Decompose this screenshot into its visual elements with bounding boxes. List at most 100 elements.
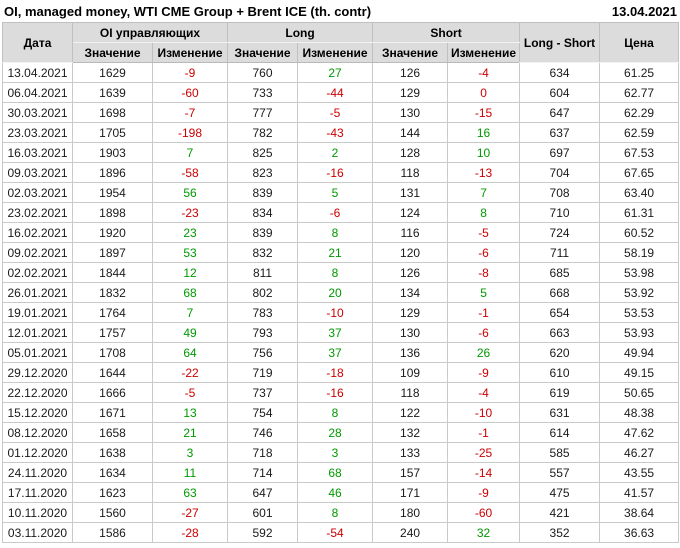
header-group-oi: OI управляющих [71,22,229,43]
cell-long-value: 714 [227,462,299,483]
cell-date: 09.03.2021 [2,162,73,183]
cell-long-value: 802 [227,282,299,303]
cell-long-value: 793 [227,322,299,343]
cell-price: 43.55 [599,462,680,483]
cell-long-value: 760 [227,62,299,83]
cell-short-value: 130 [372,322,449,343]
cell-oi-value: 1896 [72,162,153,183]
cell-long-short: 654 [519,302,601,323]
header-oi-value: Значение [72,42,153,63]
cell-date: 03.11.2020 [2,522,73,543]
cell-long-change: 27 [297,62,374,83]
cell-long-value: 825 [227,142,299,163]
cell-long-value: 782 [227,122,299,143]
table-row: 24.11.2020 1634 11 714 68 157 -14 557 43… [2,462,680,483]
cell-long-short: 724 [519,222,601,243]
cell-short-value: 130 [372,102,449,123]
titlebar: OI, managed money, WTI CME Group + Brent… [0,0,680,22]
cell-oi-change: 23 [151,222,229,243]
cell-short-change: -9 [447,362,521,383]
cell-date: 08.12.2020 [2,422,73,443]
cell-long-value: 601 [227,502,299,523]
cell-oi-change: 49 [151,322,229,343]
table-row: 09.03.2021 1896 -58 823 -16 118 -13 704 … [2,162,680,183]
cell-oi-change: 68 [151,282,229,303]
cell-oi-value: 1920 [72,222,153,243]
cell-short-value: 129 [372,302,449,323]
cell-date: 29.12.2020 [2,362,73,383]
cell-oi-value: 1708 [72,342,153,363]
cell-date: 16.03.2021 [2,142,73,163]
table-row: 01.12.2020 1638 3 718 3 133 -25 585 46.2… [2,442,680,463]
cell-price: 67.65 [599,162,680,183]
table-row: 09.02.2021 1897 53 832 21 120 -6 711 58.… [2,242,680,263]
cell-price: 62.59 [599,122,680,143]
cell-oi-change: 12 [151,262,229,283]
cell-long-short: 620 [519,342,601,363]
cell-oi-change: -23 [151,202,229,223]
header-price: Цена [599,22,680,63]
cell-short-value: 118 [372,382,449,403]
cell-oi-value: 1658 [72,422,153,443]
cell-oi-change: -28 [151,522,229,543]
cell-long-change: -5 [297,102,374,123]
cell-long-short: 710 [519,202,601,223]
cell-long-change: -18 [297,362,374,383]
header-long-short: Long - Short [519,22,601,63]
cell-oi-change: -7 [151,102,229,123]
cell-oi-value: 1629 [72,62,153,83]
cell-short-change: -25 [447,442,521,463]
cell-long-change: -43 [297,122,374,143]
cell-short-change: 5 [447,282,521,303]
cell-oi-value: 1671 [72,402,153,423]
cell-long-value: 592 [227,522,299,543]
cell-oi-change: -60 [151,82,229,103]
cell-short-value: 128 [372,142,449,163]
table-row: 06.04.2021 1639 -60 733 -44 129 0 604 62… [2,82,680,103]
cell-price: 48.38 [599,402,680,423]
cell-short-value: 134 [372,282,449,303]
cell-oi-change: 56 [151,182,229,203]
report-date: 13.04.2021 [611,4,677,19]
cell-price: 53.98 [599,262,680,283]
cell-date: 02.03.2021 [2,182,73,203]
cell-oi-change: 7 [151,142,229,163]
cell-short-change: 16 [447,122,521,143]
cell-oi-value: 1560 [72,502,153,523]
cell-long-value: 823 [227,162,299,183]
cell-short-change: -14 [447,462,521,483]
cell-short-change: -10 [447,402,521,423]
cell-long-change: -44 [297,82,374,103]
cell-date: 24.11.2020 [2,462,73,483]
table-row: 02.03.2021 1954 56 839 5 131 7 708 63.40 [2,182,680,203]
cell-short-value: 129 [372,82,449,103]
cell-price: 36.63 [599,522,680,543]
cell-oi-value: 1898 [72,202,153,223]
table-row: 15.12.2020 1671 13 754 8 122 -10 631 48.… [2,402,680,423]
cell-short-value: 109 [372,362,449,383]
cell-oi-value: 1764 [72,302,153,323]
table-header: Дата OI управляющих Long Short Long - Sh… [2,22,680,63]
cell-date: 17.11.2020 [2,482,73,503]
cell-long-value: 733 [227,82,299,103]
table-row: 23.03.2021 1705 -198 782 -43 144 16 637 … [2,122,680,143]
cell-long-short: 421 [519,502,601,523]
cell-price: 47.62 [599,422,680,443]
cell-short-change: -8 [447,262,521,283]
cell-long-change: 37 [297,322,374,343]
cell-long-value: 839 [227,222,299,243]
cell-oi-change: -22 [151,362,229,383]
table-row: 13.04.2021 1629 -9 760 27 126 -4 634 61.… [2,62,680,83]
cell-short-change: 0 [447,82,521,103]
cell-oi-change: -27 [151,502,229,523]
cell-date: 02.02.2021 [2,262,73,283]
cell-long-value: 756 [227,342,299,363]
cell-oi-value: 1644 [72,362,153,383]
cell-date: 05.01.2021 [2,342,73,363]
table-row: 29.12.2020 1644 -22 719 -18 109 -9 610 4… [2,362,680,383]
cell-date: 30.03.2021 [2,102,73,123]
cell-long-short: 604 [519,82,601,103]
table-row: 08.12.2020 1658 21 746 28 132 -1 614 47.… [2,422,680,443]
cell-long-value: 746 [227,422,299,443]
table-row: 19.01.2021 1764 7 783 -10 129 -1 654 53.… [2,302,680,323]
